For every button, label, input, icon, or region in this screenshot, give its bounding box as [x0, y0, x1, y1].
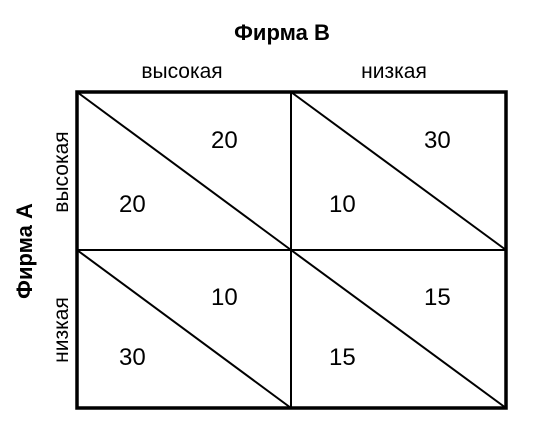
payoff-a-high-low: 10: [329, 191, 356, 218]
firm-b-title: Фирма B: [234, 20, 330, 45]
payoff-a-low-high: 30: [119, 344, 146, 371]
payoff-b-high-high: 20: [211, 127, 238, 154]
diagonal-cell-low-high: [76, 249, 292, 409]
row-header-low: низкая: [50, 297, 73, 363]
firm-a-title: Фирма A: [12, 203, 37, 299]
payoff-a-low-low: 15: [329, 344, 356, 371]
diagonal-cell-low-low: [290, 249, 507, 409]
payoff-b-low-high: 10: [211, 284, 238, 311]
diagonal-cell-high-low: [290, 91, 507, 251]
payoff-b-high-low: 30: [424, 127, 451, 154]
row-header-high: высокая: [50, 131, 73, 212]
payoff-b-low-low: 15: [424, 284, 451, 311]
column-header-high: высокая: [141, 60, 222, 83]
diagonal-cell-high-high: [76, 91, 292, 251]
column-header-low: низкая: [361, 60, 427, 83]
matrix-frame: [75, 90, 508, 410]
payoff-a-high-high: 20: [119, 191, 146, 218]
